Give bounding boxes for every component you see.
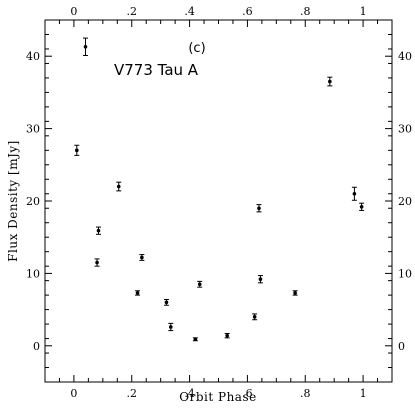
point-marker — [252, 315, 257, 319]
point-marker — [193, 337, 198, 342]
panel-label: (c) — [188, 41, 205, 56]
data-point — [95, 226, 101, 235]
point-marker — [116, 184, 121, 189]
data-points — [74, 37, 365, 342]
data-point — [163, 298, 169, 306]
data-point — [82, 37, 88, 56]
right-y-tick-label: 20 — [398, 195, 412, 208]
data-point — [224, 332, 230, 339]
y-tick-label: 30 — [26, 123, 40, 136]
top-x-tick-label: 0 — [70, 5, 77, 18]
point-marker — [359, 204, 364, 209]
top-x-tick-label: .8 — [300, 5, 311, 18]
point-marker — [164, 300, 169, 305]
x-tick-label: .6 — [242, 387, 253, 400]
data-point — [94, 258, 100, 267]
x-tick-label: .2 — [127, 387, 138, 400]
data-point — [351, 186, 357, 201]
x-tick-label: .4 — [184, 387, 195, 400]
point-marker — [258, 277, 263, 281]
plot-frame — [44, 19, 393, 383]
x-axis-title: Orbit Phase — [179, 390, 256, 404]
data-point — [192, 337, 198, 342]
data-point — [359, 202, 365, 211]
y-tick-label: 0 — [33, 340, 40, 353]
data-point — [168, 322, 174, 332]
y-tick-label: 10 — [26, 267, 40, 280]
data-point — [116, 181, 122, 192]
point-marker — [352, 191, 357, 196]
point-marker — [168, 325, 173, 329]
data-point — [252, 313, 258, 321]
x-tick-label: .8 — [300, 387, 311, 400]
right-y-tick-label: 40 — [398, 50, 412, 63]
point-marker — [96, 228, 101, 233]
point-marker — [135, 291, 140, 295]
x-tick-label: 1 — [360, 387, 367, 400]
point-marker — [197, 282, 202, 287]
point-marker — [257, 206, 261, 211]
data-point — [257, 275, 263, 284]
x-tick-label: 0 — [70, 387, 77, 400]
data-point — [197, 280, 203, 288]
top-x-tick-label: 1 — [360, 5, 367, 18]
data-point — [135, 290, 141, 296]
point-marker — [95, 260, 99, 265]
axis-ticks — [44, 19, 393, 383]
point-marker — [328, 79, 332, 84]
point-marker — [83, 44, 88, 49]
y-tick-label: 40 — [26, 50, 40, 63]
top-x-tick-label: .6 — [242, 5, 253, 18]
right-y-tick-label: 30 — [398, 123, 412, 136]
top-x-tick-label: .4 — [184, 5, 195, 18]
point-marker — [225, 333, 229, 338]
top-x-tick-label: .2 — [127, 5, 138, 18]
data-point — [74, 144, 80, 156]
point-marker — [140, 255, 144, 260]
star-annotation: V773 Tau A — [114, 61, 199, 79]
point-marker — [75, 148, 79, 153]
data-point — [327, 76, 333, 87]
data-point — [292, 290, 298, 296]
right-y-tick-label: 10 — [398, 267, 412, 280]
data-point — [139, 254, 145, 261]
data-point — [256, 204, 262, 213]
point-marker — [293, 291, 297, 295]
y-tick-label: 20 — [26, 195, 40, 208]
y-axis-title: Flux Density [mJy] — [6, 140, 20, 262]
right-y-tick-label: 0 — [398, 340, 405, 353]
